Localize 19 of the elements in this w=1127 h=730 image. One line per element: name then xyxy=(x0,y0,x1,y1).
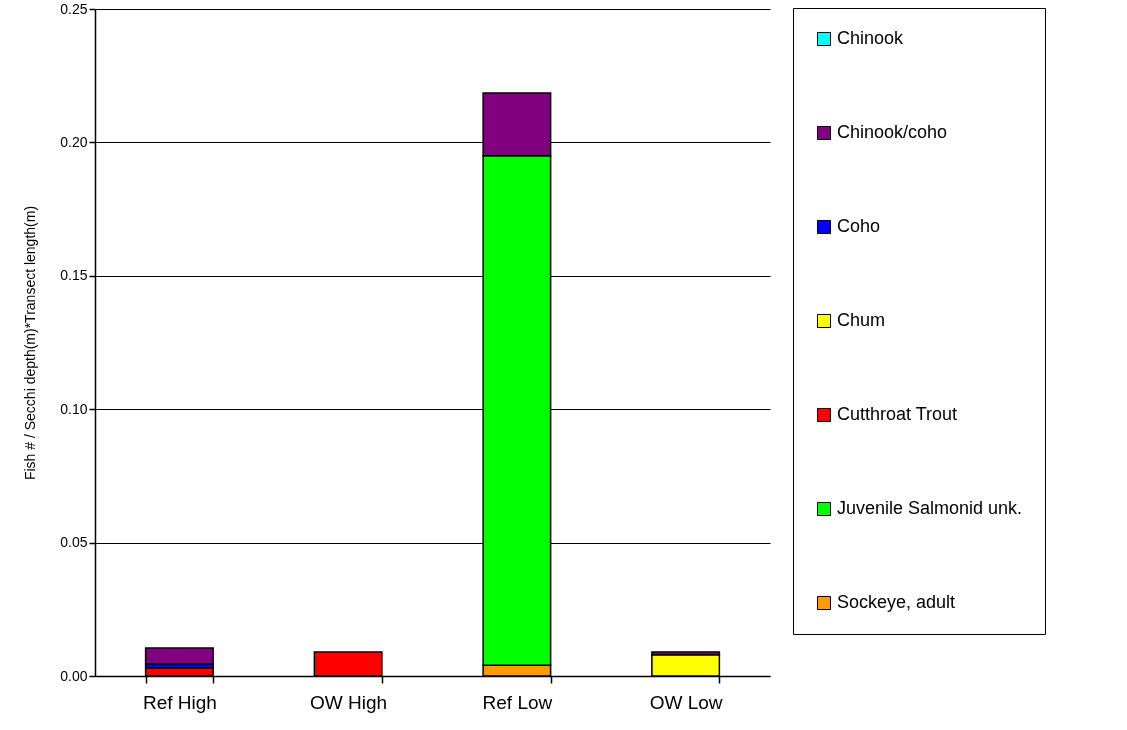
y-tick-label: 0.10 xyxy=(60,400,88,417)
legend-label: Chinook xyxy=(837,28,905,48)
legend-label: Coho xyxy=(837,216,881,236)
legend-label: Juvenile Salmonid unk. xyxy=(837,498,1023,518)
legend-label: Cutthroat Trout xyxy=(837,404,958,424)
y-tick-label: 0.05 xyxy=(60,534,88,551)
y-tick-label: 0.15 xyxy=(60,267,88,284)
legend-label: Chinook/coho xyxy=(837,122,948,142)
y-axis-title: Fish # / Secchi depth(m)*Transect length(m) xyxy=(22,205,39,481)
legend-label: Sockeye, adult xyxy=(837,592,956,612)
bar xyxy=(144,647,214,665)
y-tick-label: 0.20 xyxy=(60,133,88,150)
legend-label: Chum xyxy=(837,310,886,330)
y-tick-label: 0.25 xyxy=(60,0,88,17)
x-tick-label: OW Low xyxy=(649,691,723,713)
x-tick-label: OW High xyxy=(310,691,388,713)
x-tick-label: Ref Low xyxy=(482,691,553,713)
x-tick-label: Ref High xyxy=(142,691,217,713)
y-tick-label: 0.00 xyxy=(60,667,88,684)
